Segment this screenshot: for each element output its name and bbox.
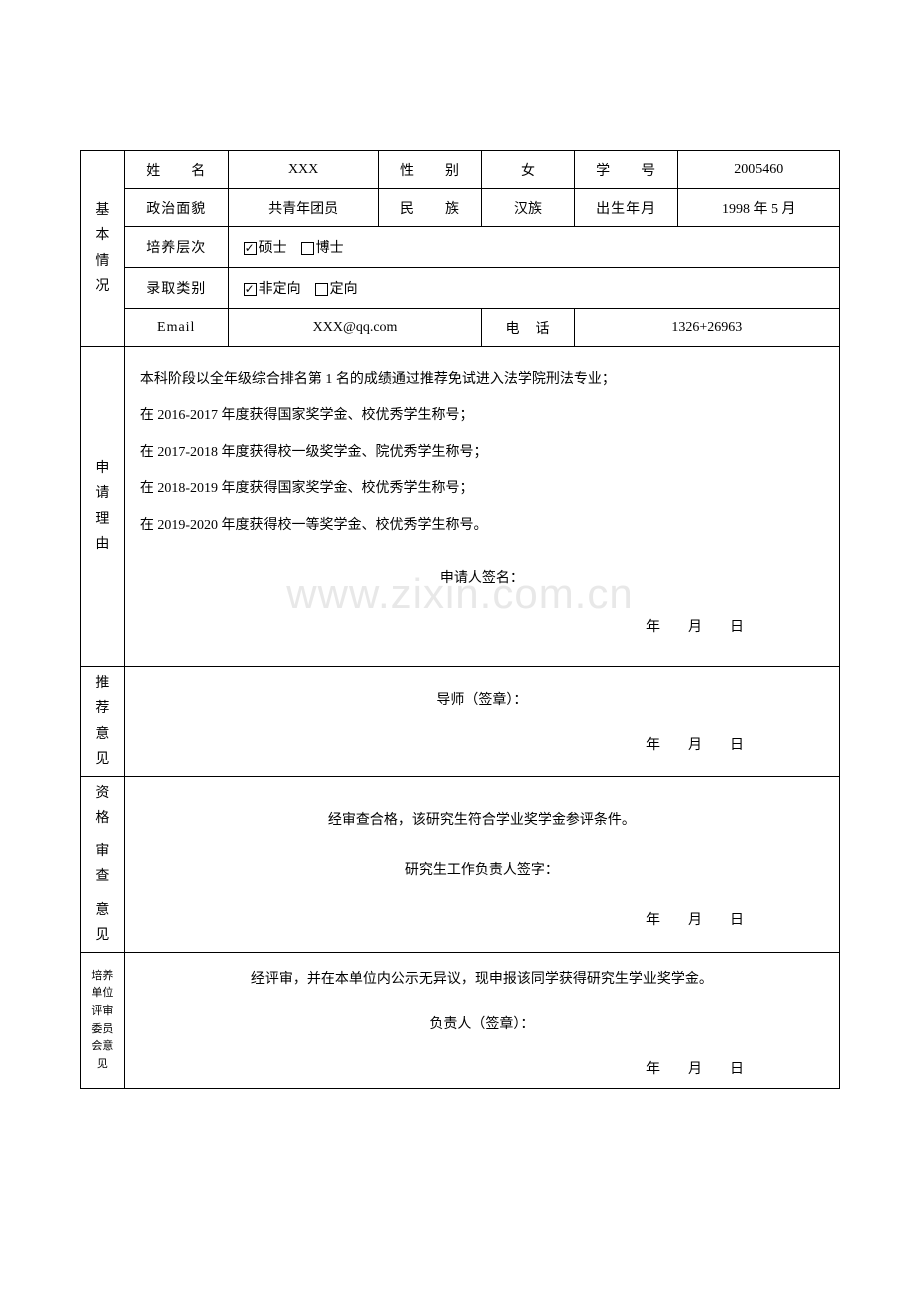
directed-label: 定向 [330, 282, 358, 297]
applicant-signature: 申请人签名： [140, 564, 824, 595]
gender-label: 性 别 [378, 151, 482, 189]
qualification-text: 经审查合格，该研究生符合学业奖学金参评条件。 [140, 809, 824, 829]
political-value: 共青年团员 [228, 189, 378, 227]
student-id-value: 2005460 [678, 151, 840, 189]
email-label: Email [124, 309, 228, 347]
level-value-cell: 硕士 博士 [228, 227, 839, 268]
basic-section-label: 基本情况 [81, 151, 125, 347]
ethnicity-value: 汉族 [482, 189, 574, 227]
master-checkbox[interactable] [244, 242, 257, 255]
gender-value: 女 [482, 151, 574, 189]
name-value: XXX [228, 151, 378, 189]
doctor-label: 博士 [316, 241, 344, 256]
reason-line-2: 在 2016-2017 年度获得国家奖学金、校优秀学生称号； [140, 398, 824, 434]
master-label: 硕士 [259, 241, 287, 256]
qualification-section-label: 资格审查意见 [81, 776, 125, 952]
applicant-date: 年 月 日 [140, 610, 824, 646]
phone-label: 电 话 [482, 309, 574, 347]
nondirected-checkbox[interactable] [244, 283, 257, 296]
level-label: 培养层次 [124, 227, 228, 268]
recommend-date: 年 月 日 [140, 734, 824, 754]
qualification-date: 年 月 日 [140, 909, 824, 929]
reason-line-4: 在 2018-2019 年度获得国家奖学金、校优秀学生称号； [140, 471, 824, 507]
political-label: 政治面貌 [124, 189, 228, 227]
recommend-section-label: 推荐意见 [81, 667, 125, 777]
reason-section-label: 申请理由 [81, 347, 125, 667]
advisor-signature: 导师（签章）： [140, 689, 824, 709]
recommend-cell: 导师（签章）： 年 月 日 [124, 667, 839, 777]
email-value: XXX@qq.com [228, 309, 482, 347]
evaluation-date: 年 月 日 [140, 1058, 824, 1078]
evaluation-text: 经评审，并在本单位内公示无异议，现申报该同学获得研究生学业奖学金。 [140, 968, 824, 988]
reason-line-3: 在 2017-2018 年度获得校一级奖学金、院优秀学生称号； [140, 435, 824, 471]
doctor-checkbox[interactable] [301, 242, 314, 255]
evaluation-signature: 负责人（签章）： [140, 1013, 824, 1033]
evaluation-section-label: 培养单位评审委员会意见 [81, 953, 125, 1089]
phone-value: 1326+26963 [574, 309, 839, 347]
category-label: 录取类别 [124, 268, 228, 309]
name-label: 姓 名 [124, 151, 228, 189]
reason-line-5: 在 2019-2020 年度获得校一等奖学金、校优秀学生称号。 [140, 508, 824, 544]
birth-label: 出生年月 [574, 189, 678, 227]
ethnicity-label: 民 族 [378, 189, 482, 227]
birth-value: 1998 年 5 月 [678, 189, 840, 227]
student-id-label: 学 号 [574, 151, 678, 189]
category-value-cell: 非定向 定向 [228, 268, 839, 309]
reason-cell: 本科阶段以全年级综合排名第 1 名的成绩通过推荐免试进入法学院刑法专业； 在 2… [124, 347, 839, 667]
directed-checkbox[interactable] [315, 283, 328, 296]
nondirected-label: 非定向 [259, 282, 301, 297]
qualification-signature: 研究生工作负责人签字： [140, 859, 824, 879]
form-table: 基本情况 姓 名 XXX 性 别 女 学 号 2005460 政治面貌 共青年团… [80, 150, 840, 1089]
reason-line-1: 本科阶段以全年级综合排名第 1 名的成绩通过推荐免试进入法学院刑法专业； [140, 362, 824, 398]
evaluation-cell: 经评审，并在本单位内公示无异议，现申报该同学获得研究生学业奖学金。 负责人（签章… [124, 953, 839, 1089]
qualification-cell: 经审查合格，该研究生符合学业奖学金参评条件。 研究生工作负责人签字： 年 月 日 [124, 776, 839, 952]
